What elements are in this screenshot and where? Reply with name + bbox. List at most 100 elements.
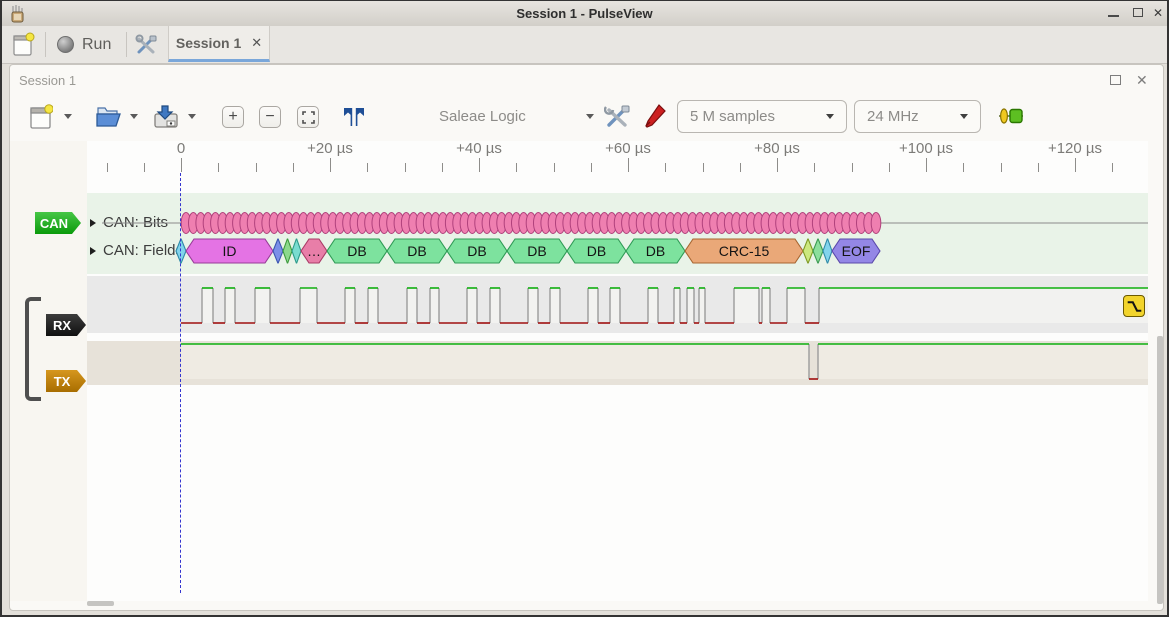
wrench-icon [135, 34, 157, 54]
ruler-tick [330, 158, 331, 172]
field-ack-slot[interactable] [812, 238, 824, 264]
bit-annotation[interactable] [870, 212, 882, 234]
channel-group-bracket[interactable] [25, 297, 41, 401]
field-eof[interactable] [831, 238, 881, 264]
zoom-fit-button[interactable] [297, 106, 319, 128]
zoom-in-button[interactable]: + [222, 106, 244, 128]
new-session-icon [13, 32, 35, 56]
sample-count-value: 5 M samples [690, 108, 776, 125]
ruler-tick [665, 163, 667, 172]
ruler-tick [143, 163, 145, 172]
app-icon [8, 4, 26, 28]
field-label: CRC-15 [719, 243, 770, 259]
field-crc-sequence[interactable] [684, 238, 804, 264]
ruler-label: +20 µs [307, 140, 353, 157]
session-close-icon[interactable]: ✕ [1136, 72, 1148, 88]
sample-rate-select[interactable]: 24 MHz [854, 100, 981, 133]
open-button[interactable] [95, 104, 122, 134]
channel-tag-tx[interactable]: TX [46, 370, 86, 392]
ruler-tick [851, 163, 853, 172]
ruler-tick [814, 163, 816, 172]
titlebar[interactable]: Session 1 - PulseView [2, 1, 1167, 27]
horizontal-scrollbar[interactable] [87, 601, 114, 606]
trigger-marker[interactable] [1123, 295, 1145, 317]
ruler-tick [1037, 163, 1039, 172]
expander-icon[interactable] [90, 218, 96, 227]
field-label: DB [347, 243, 366, 259]
expander-icon[interactable] [90, 246, 96, 255]
channel-tag-rx[interactable]: RX [46, 314, 86, 336]
can-fields-annotations[interactable]: ID … DB DB DB DB DB DB CRC-15 EOF [87, 238, 1148, 264]
ruler-label: +100 µs [898, 140, 954, 157]
open-dropdown-caret[interactable] [130, 114, 138, 119]
field-ack-delimiter[interactable] [822, 238, 833, 264]
ruler-tick [590, 163, 592, 172]
session-maximize-icon[interactable] [1110, 75, 1121, 85]
ruler-tick [1000, 163, 1002, 172]
ruler-tick [218, 163, 220, 172]
configure-device-button[interactable] [603, 103, 631, 135]
probe-icon [645, 104, 666, 128]
new-session-button[interactable] [12, 32, 35, 62]
maximize-icon[interactable] [1133, 8, 1143, 17]
tx-waveform [181, 343, 1148, 380]
field-rtr[interactable] [272, 238, 284, 264]
field-id[interactable] [185, 238, 274, 264]
field-label: … [307, 243, 321, 259]
minimize-icon[interactable] [1108, 15, 1119, 17]
ruler-tick [739, 163, 741, 172]
field-data-byte-3[interactable] [446, 238, 508, 264]
field-sof[interactable] [175, 238, 187, 264]
zoom-out-button[interactable]: − [259, 106, 281, 128]
row-can-fields-label: CAN: Fields [103, 242, 184, 259]
tab-close-icon[interactable]: ✕ [251, 34, 263, 50]
channel-tag-rx-label: RX [52, 317, 72, 333]
field-data-byte-4[interactable] [506, 238, 568, 264]
add-decoder-button[interactable] [997, 107, 1025, 130]
run-button[interactable]: Run [57, 32, 111, 57]
ruler-tick [181, 158, 182, 172]
ruler-label: +120 µs [1047, 140, 1103, 157]
cursors-icon [344, 108, 364, 126]
rx-waveform [181, 287, 1148, 324]
field-data-byte-1[interactable] [326, 238, 388, 264]
tab-session-1[interactable]: Session 1 ✕ [168, 26, 270, 62]
row-can-fields[interactable]: CAN: Fields [90, 242, 183, 259]
can-bits-annotations[interactable] [87, 211, 1148, 235]
vertical-scrollbar[interactable] [1157, 336, 1163, 604]
wrench-screwdriver-icon [603, 105, 630, 127]
field-data-byte-5[interactable] [566, 238, 627, 264]
sample-rate-caret-icon [960, 114, 968, 119]
show-cursors-button[interactable] [341, 106, 367, 133]
device-name: Saleae Logic [439, 108, 526, 125]
ruler-tick [1112, 163, 1114, 172]
ruler-tick [702, 163, 704, 172]
ruler-tick [441, 163, 443, 172]
field-data-byte-6[interactable] [625, 238, 686, 264]
field-data-byte-2[interactable] [386, 238, 448, 264]
close-icon[interactable]: ✕ [1153, 6, 1164, 20]
window-title: Session 1 - PulseView [516, 6, 653, 21]
save-button[interactable] [153, 103, 180, 135]
sample-count-select[interactable]: 5 M samples [677, 100, 847, 133]
field-reserved-bit[interactable] [291, 238, 302, 264]
ruler-label: +40 µs [456, 140, 502, 157]
time-cursor-line[interactable] [180, 173, 181, 593]
decoder-tag-can[interactable]: CAN [35, 212, 81, 234]
field-ide[interactable] [282, 238, 293, 264]
settings-button[interactable] [135, 33, 158, 61]
run-icon [57, 36, 74, 53]
new-dropdown-caret[interactable] [64, 114, 72, 119]
configure-channels-button[interactable] [642, 103, 668, 135]
device-select[interactable]: Saleae Logic [439, 100, 594, 133]
field-crc-delimiter[interactable] [802, 238, 814, 264]
field-label: EOF [842, 243, 871, 259]
device-caret-icon [586, 114, 594, 119]
field-dlc[interactable] [300, 238, 328, 264]
new-view-button[interactable] [29, 104, 54, 135]
ruler-tick [1075, 158, 1076, 172]
save-dropdown-caret[interactable] [188, 114, 196, 119]
open-icon [96, 107, 121, 127]
zoom-fit-icon [301, 110, 315, 124]
